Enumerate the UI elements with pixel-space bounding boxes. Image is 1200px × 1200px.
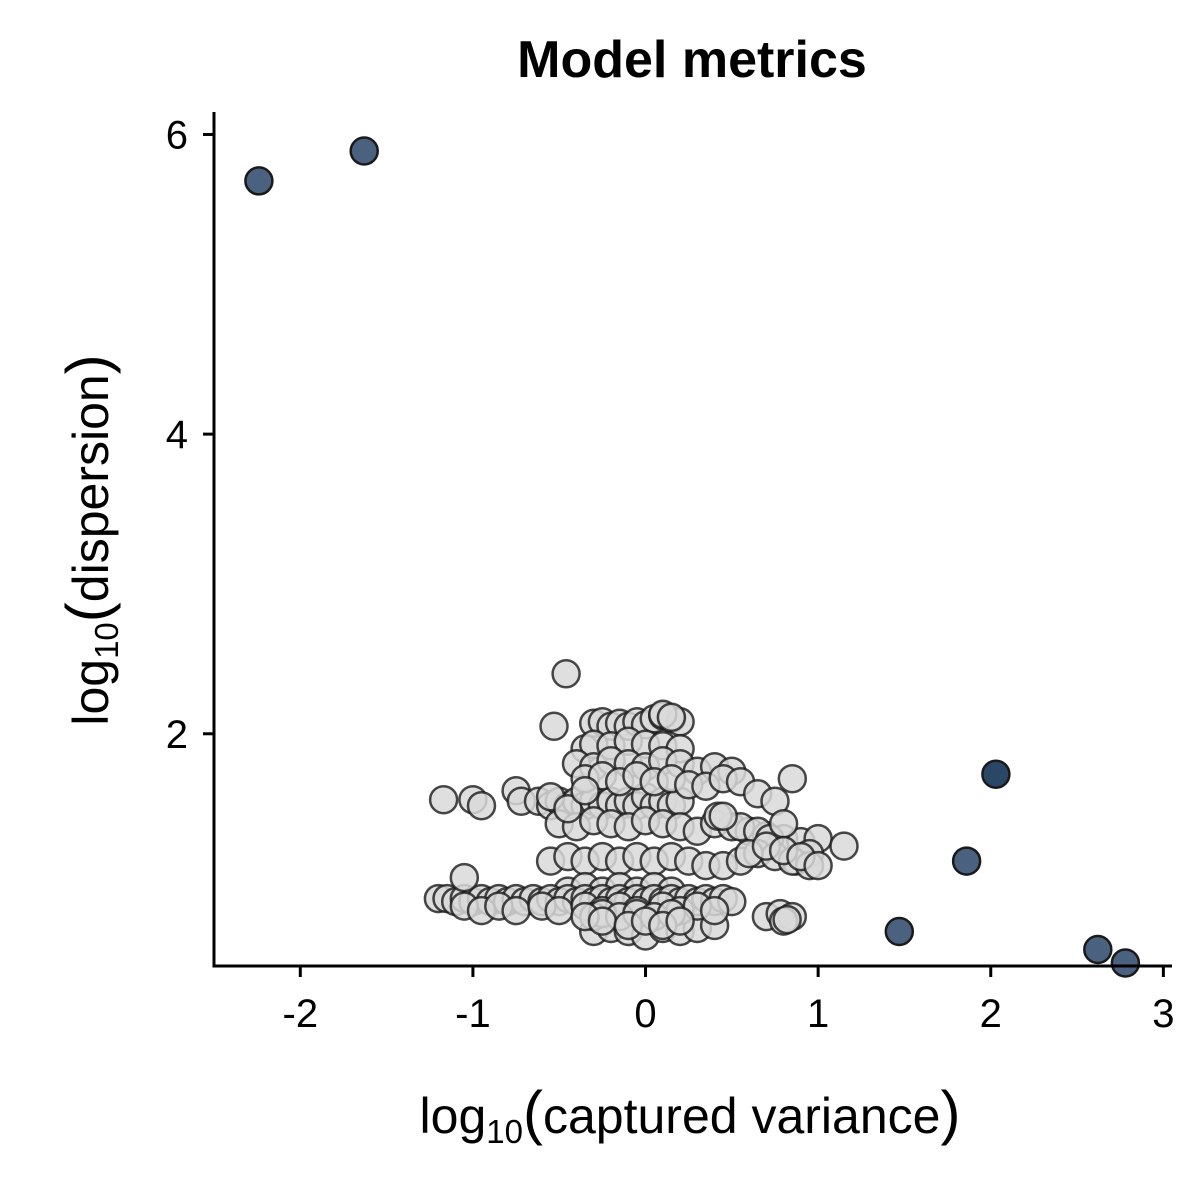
point-other: [539, 711, 569, 742]
point-other: [708, 801, 738, 831]
y-tick-label: 2: [166, 713, 188, 757]
point-other: [501, 895, 531, 926]
x-tick-label: 1: [807, 992, 829, 1036]
x-tick-label: 2: [980, 992, 1002, 1036]
point-highlighted: [981, 759, 1011, 789]
points-other-group: [423, 659, 859, 951]
point-other: [656, 702, 687, 733]
point-highlighted: [951, 846, 982, 876]
x-tick-label: 3: [1152, 992, 1174, 1036]
x-tick-label: -2: [283, 992, 319, 1036]
y-axis-label-inner: dispersion: [63, 374, 119, 602]
chart-title: Model metrics: [517, 31, 867, 89]
y-axis-label-subscript: 10: [88, 622, 125, 659]
x-ticks: -2 -1 0 1 2 3: [283, 966, 1174, 1036]
y-tick-label: 4: [166, 413, 188, 457]
point-other: [551, 659, 581, 689]
point-other: [553, 793, 583, 824]
point-other: [587, 906, 618, 936]
y-ticks: 2 4 6: [166, 113, 214, 757]
point-other: [768, 808, 799, 839]
point-other: [428, 784, 459, 815]
point-other: [777, 763, 808, 794]
axes: [212, 112, 1172, 968]
x-axis-label-inner: captured variance: [543, 1088, 940, 1144]
point-highlighted: [349, 136, 379, 166]
point-other: [803, 850, 833, 881]
point-highlighted: [244, 166, 274, 196]
point-other: [466, 790, 497, 821]
point-other: [570, 775, 600, 806]
y-axis-label: log10(dispersion): [54, 354, 125, 725]
point-other: [699, 895, 730, 926]
point-highlighted: [1083, 934, 1113, 965]
x-axis-label: log10(captured variance): [420, 1079, 961, 1150]
point-other: [544, 895, 574, 926]
x-axis-label-subscript: 10: [486, 1113, 523, 1150]
point-highlighted: [884, 916, 915, 947]
x-tick-label: -1: [455, 992, 491, 1036]
point-other: [829, 831, 859, 861]
points-highlighted-group: [244, 136, 1141, 978]
x-tick-label: 0: [634, 992, 656, 1036]
y-tick-label: 6: [166, 113, 188, 157]
y-axis-label-prefix: log: [63, 659, 119, 726]
point-other: [772, 904, 802, 935]
x-axis-label-prefix: log: [420, 1088, 487, 1144]
point-highlighted: [1110, 948, 1141, 978]
point-other: [665, 906, 695, 936]
point-other: [449, 862, 480, 893]
